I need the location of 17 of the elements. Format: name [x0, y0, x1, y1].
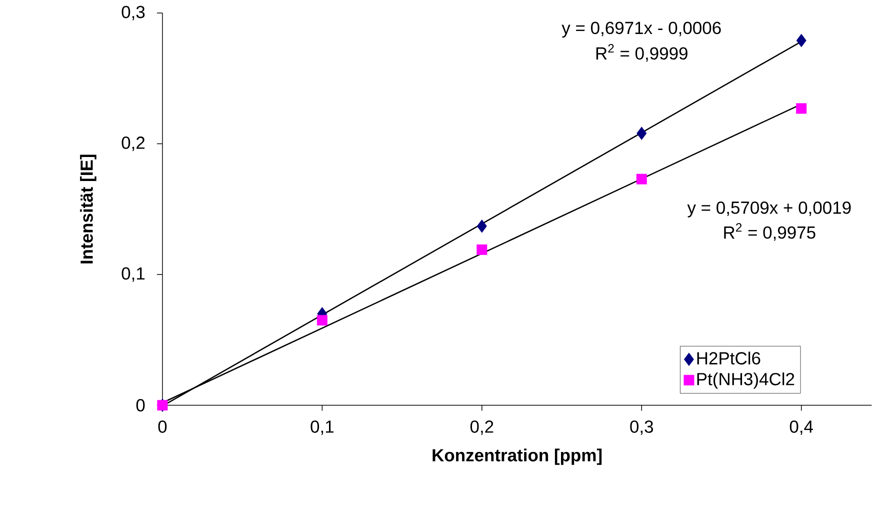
- y-axis-title: Intensität [IE]: [80, 154, 96, 264]
- x-tick-label: 0,4: [790, 420, 813, 436]
- y-tick-label: 0,3: [122, 6, 145, 20]
- annotation: R$^{2}$ = 0,9975: [724, 223, 816, 241]
- annotation: R$^{2}$ = 0,9999: [596, 44, 688, 62]
- y-tick-label: 0: [136, 399, 145, 412]
- legend-label: Pt(NH3)4Cl2: [697, 372, 794, 389]
- x-tick-label: 0,1: [310, 420, 334, 436]
- annotation: y = 0,6971x - 0,0006: [562, 22, 721, 38]
- x-tick-label: 0,3: [630, 420, 654, 436]
- x-tick-label: 0: [158, 420, 167, 433]
- annotation: y = 0,5709x + 0,0019: [687, 202, 851, 218]
- y-tick-label: 0,2: [122, 136, 145, 152]
- legend-label: H2PtCl6: [697, 352, 760, 365]
- y-tick-label: 0,1: [122, 267, 145, 282]
- x-tick-label: 0,2: [470, 420, 494, 436]
- x-axis-title: Konzentration [ppm]: [432, 448, 602, 466]
